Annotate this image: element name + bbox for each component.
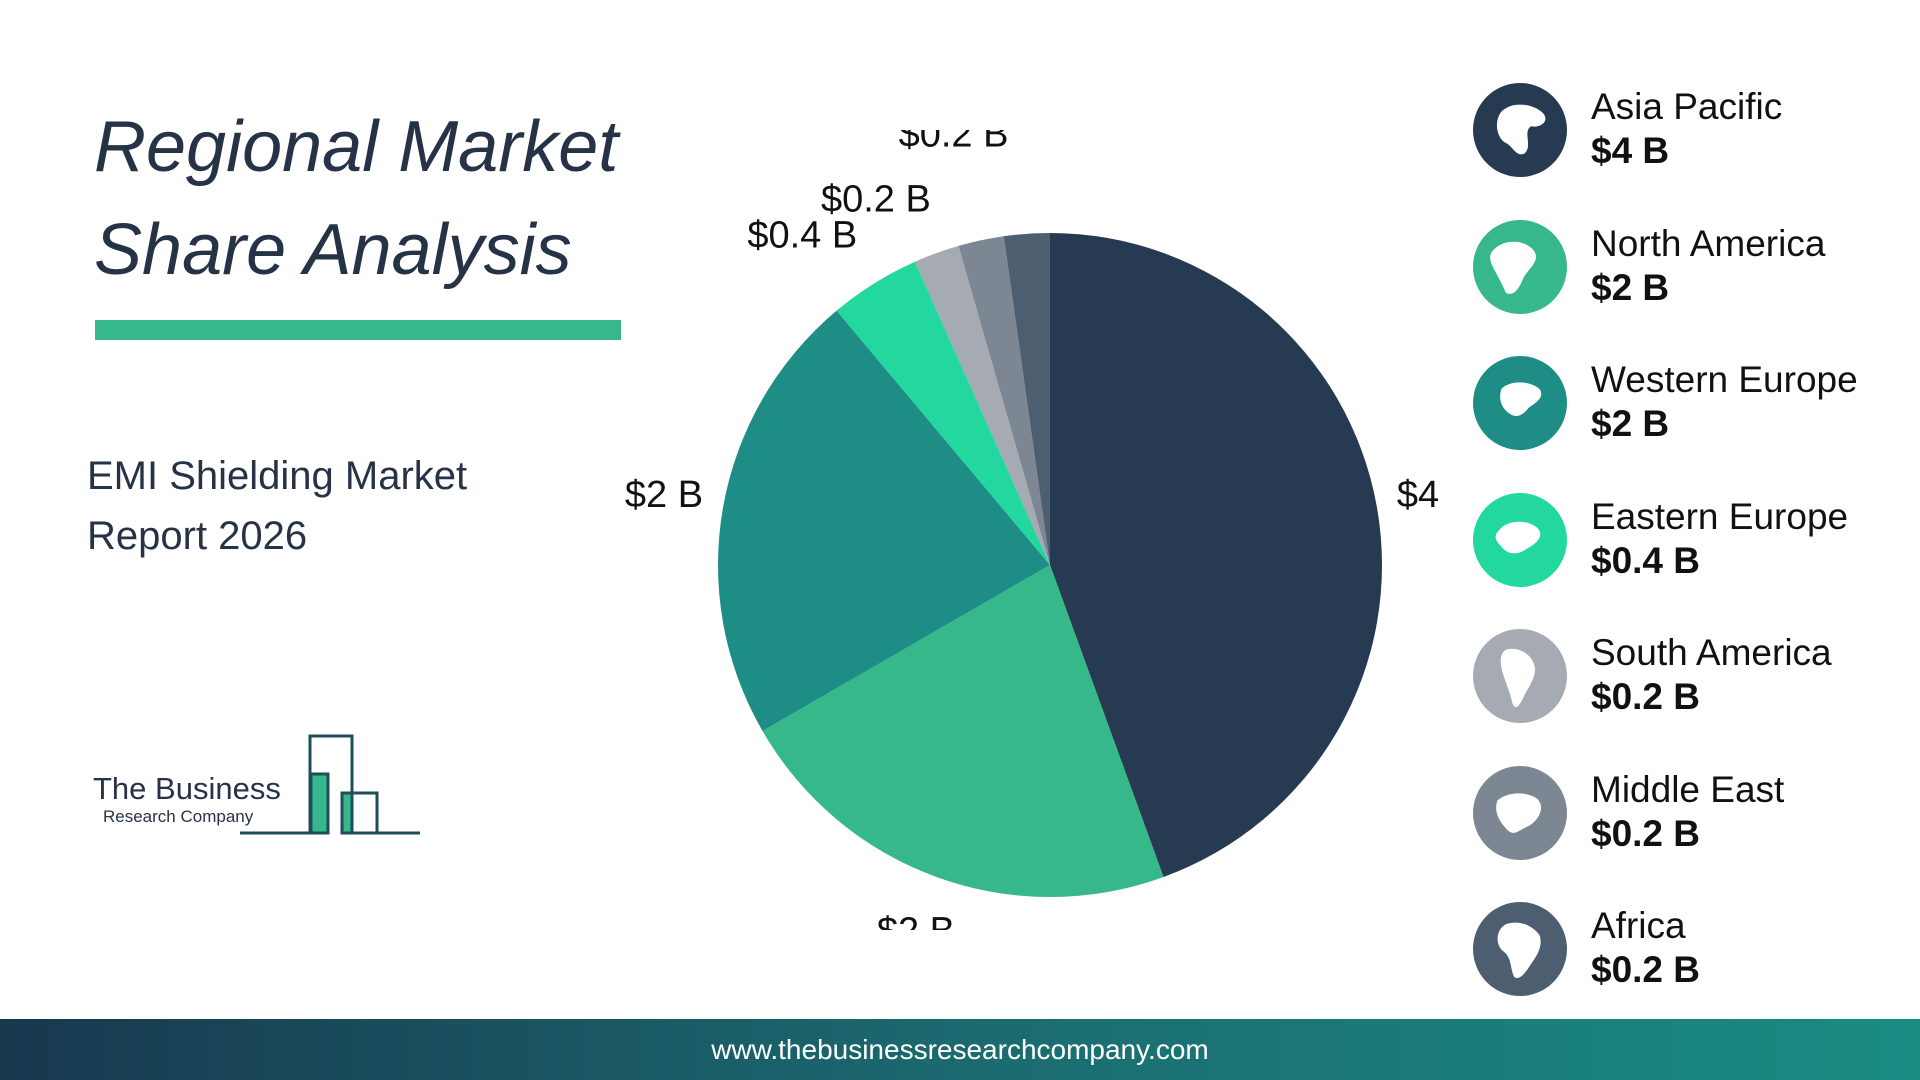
legend-name: Africa <box>1591 905 1686 946</box>
legend-name: North America <box>1591 222 1826 264</box>
legend-value: $0.2 B <box>1591 812 1701 854</box>
logo-text-line2: Research Company <box>103 807 254 826</box>
logo-text-line1: The Business <box>93 771 281 806</box>
legend-item-africa: Africa $0.2 B <box>1472 901 1912 1001</box>
report-subtitle: EMI Shielding Market Report 2026 <box>87 454 468 558</box>
legend-value: $4 B <box>1591 130 1670 171</box>
legend-value: $0.2 B <box>1591 949 1701 990</box>
logo-bars-graphic <box>240 734 420 835</box>
africa-globe-icon <box>1473 902 1567 996</box>
south-america-globe-icon <box>1473 629 1567 723</box>
pie-slice-north-america <box>762 565 1164 898</box>
footer-bar: www.thebusinessresearchcompany.com <box>0 1019 1920 1080</box>
legend-name: Western Europe <box>1591 359 1858 400</box>
middle-east-globe-icon <box>1473 765 1567 860</box>
title-accent-bar <box>95 320 621 340</box>
pie-label-north-america: $2 B <box>877 910 955 930</box>
western-europe-globe-icon <box>1473 356 1567 450</box>
legend-name: Middle East <box>1591 768 1785 810</box>
pie-slice-eastern-europe <box>836 261 1050 565</box>
legend-value: $2 B <box>1591 403 1670 444</box>
pie-slice-western-europe <box>717 310 1050 731</box>
legend-value: $2 B <box>1591 266 1670 308</box>
legend-item-western-europe: Western Europe $2 B <box>1472 355 1912 455</box>
legend-name: Eastern Europe <box>1591 495 1849 537</box>
pie-slice-africa <box>1003 233 1050 565</box>
north-america-globe-icon <box>1473 219 1567 314</box>
pie-slices <box>717 233 1383 898</box>
pie-chart: $4 B$2 B$2 B$0.4 B$0.2 B$0.2 B$0.2 B <box>625 130 1440 930</box>
pie-label-middle-east: $0.2 B <box>899 130 1009 156</box>
pie-slice-middle-east <box>958 236 1050 565</box>
legend-name: Asia Pacific <box>1591 86 1783 127</box>
legend-item-south-america: South America $0.2 B <box>1472 628 1912 728</box>
pie-label-south-america: $0.2 B <box>821 179 931 221</box>
pie-slice-south-america <box>914 245 1050 566</box>
chart-title: Regional Market Share Analysis <box>94 107 619 290</box>
legend-value: $0.2 B <box>1591 676 1701 717</box>
legend-item-middle-east: Middle East $0.2 B <box>1472 765 1912 865</box>
footer-url[interactable]: www.thebusinessresearchcompany.com <box>711 1034 1209 1065</box>
pie-labels: $4 B$2 B$2 B$0.4 B$0.2 B$0.2 B$0.2 B <box>625 130 1440 930</box>
legend-item-north-america: North America $2 B <box>1472 219 1912 319</box>
legend-item-asia-pacific: Asia Pacific $4 B <box>1472 82 1912 182</box>
asia-pacific-globe-icon <box>1473 83 1567 177</box>
pie-label-eastern-europe: $0.4 B <box>747 215 857 257</box>
eastern-europe-globe-icon <box>1473 492 1567 587</box>
pie-label-asia-pacific: $4 B <box>1397 474 1440 516</box>
legend-name: South America <box>1591 632 1832 673</box>
company-logo: The Business Research Company <box>90 730 440 840</box>
legend-value: $0.4 B <box>1591 539 1701 581</box>
legend-item-eastern-europe: Eastern Europe $0.4 B <box>1472 492 1912 592</box>
pie-label-western-europe: $2 B <box>625 474 703 516</box>
pie-slice-asia-pacific <box>1050 233 1383 877</box>
